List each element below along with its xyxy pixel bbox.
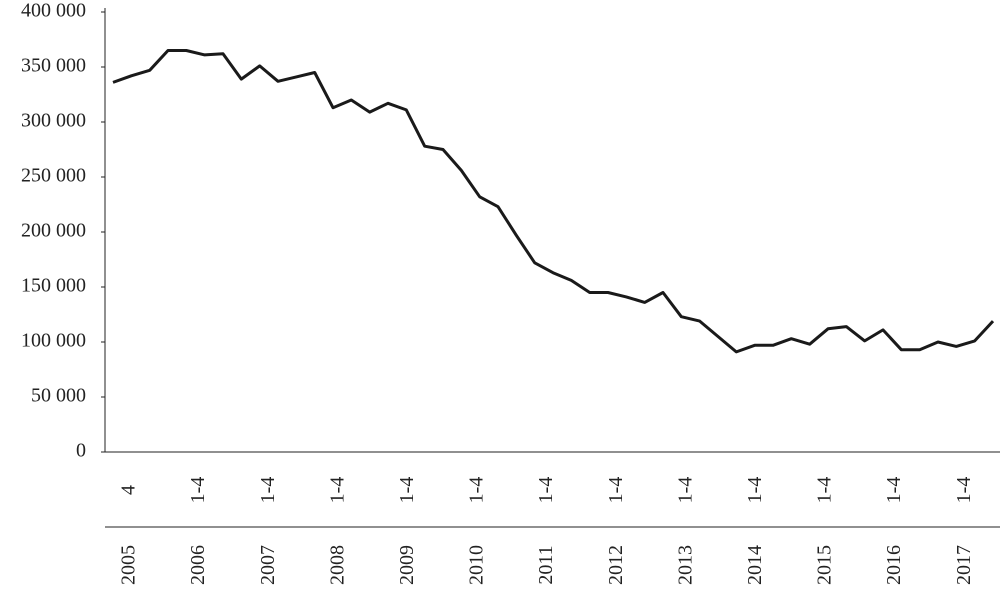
- y-tick-label: 0: [76, 440, 86, 462]
- quarter-label: 1-4: [326, 477, 348, 504]
- year-label: 2005: [118, 545, 140, 585]
- year-label: 2015: [814, 545, 836, 585]
- quarter-label: 1-4: [953, 477, 975, 504]
- year-label: 2017: [953, 545, 975, 585]
- y-tick-label: 200 000: [21, 220, 86, 242]
- year-label: 2012: [605, 545, 627, 585]
- quarter-label: 1-4: [396, 477, 418, 504]
- quarter-label: 1-4: [883, 477, 905, 504]
- y-tick-label: 350 000: [21, 55, 86, 77]
- y-tick-label: 100 000: [21, 330, 86, 352]
- quarter-label: 1-4: [257, 477, 279, 504]
- y-tick-label: 150 000: [21, 275, 86, 297]
- quarter-label: 1-4: [466, 477, 488, 504]
- y-tick-label: 300 000: [21, 110, 86, 132]
- quarter-label: 1-4: [744, 477, 766, 504]
- year-label: 2008: [326, 545, 348, 585]
- y-tick-label: 50 000: [31, 385, 86, 407]
- year-label: 2016: [883, 545, 905, 585]
- quarter-label: 1-4: [814, 477, 836, 504]
- year-label: 2014: [744, 545, 766, 585]
- y-tick-label: 250 000: [21, 165, 86, 187]
- y-tick-label: 400 000: [21, 0, 86, 22]
- quarter-label: 1-4: [187, 477, 209, 504]
- quarter-label: 4: [118, 485, 140, 495]
- quarter-label: 1-4: [535, 477, 557, 504]
- year-label: 2009: [396, 545, 418, 585]
- year-label: 2011: [535, 545, 557, 584]
- year-label: 2006: [187, 545, 209, 585]
- quarter-label: 1-4: [674, 477, 696, 504]
- line: [112, 49, 995, 354]
- year-label: 2010: [466, 545, 488, 585]
- year-label: 2007: [257, 545, 279, 585]
- year-label: 2013: [674, 545, 696, 585]
- quarter-label: 1-4: [605, 477, 627, 504]
